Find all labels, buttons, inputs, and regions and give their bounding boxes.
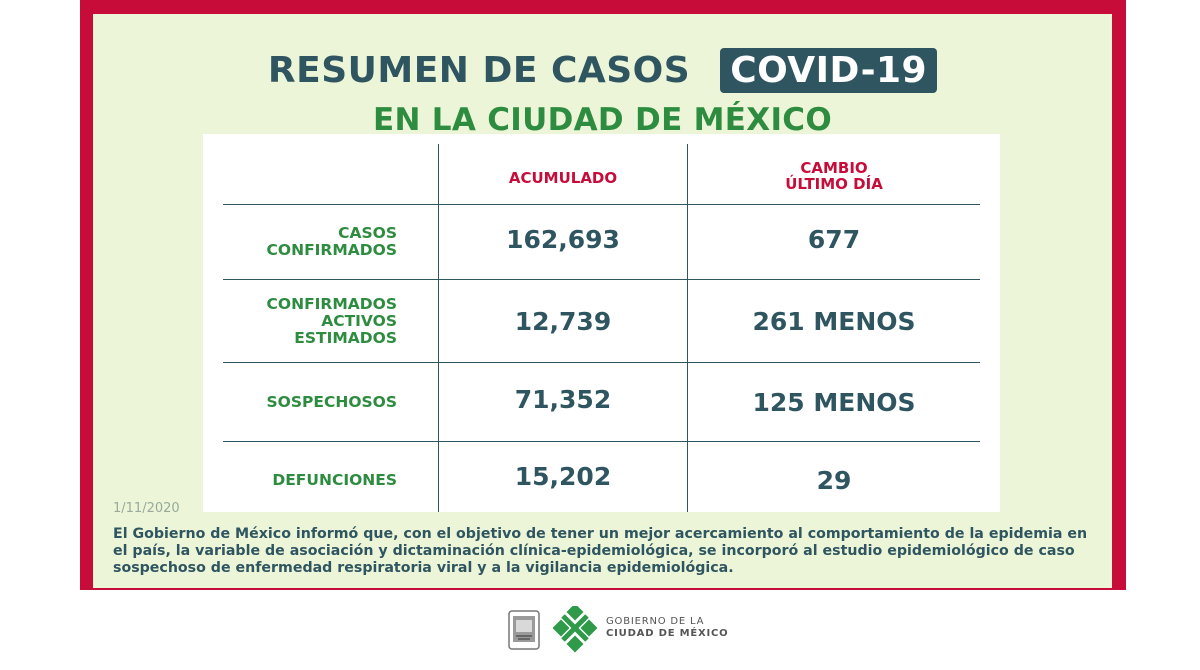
column-divider bbox=[687, 144, 688, 512]
value-cambio: 261 MENOS bbox=[752, 306, 916, 336]
row-label-line: ACTIVOS bbox=[321, 311, 397, 330]
government-line2: CIUDAD DE MÉXICO bbox=[606, 628, 729, 639]
value-acumulado: 71,352 bbox=[514, 384, 612, 414]
row-divider bbox=[223, 204, 980, 205]
value-cambio: 677 bbox=[807, 224, 861, 254]
row-label-line: CASOS bbox=[338, 224, 397, 242]
header-acumulado: ACUMULADO bbox=[508, 169, 618, 187]
government-line1: GOBIERNO DE LA bbox=[606, 616, 705, 627]
row-label-line: DEFUNCIONES bbox=[272, 470, 397, 489]
column-divider bbox=[438, 144, 439, 512]
row-label-confirmados-activos: CONFIRMADOS ACTIVOS ESTIMADOS bbox=[223, 281, 397, 361]
footnote: El Gobierno de México informó que, con e… bbox=[113, 526, 1088, 576]
value-acumulado: 15,202 bbox=[514, 461, 612, 491]
value-acumulado: 162,693 bbox=[506, 224, 620, 254]
government-name: GOBIERNO DE LA CIUDAD DE MÉXICO bbox=[606, 616, 728, 640]
footer: GOBIERNO DE LA CIUDAD DE MÉXICO bbox=[0, 600, 1200, 660]
title-line: RESUMEN DE CASOS COVID-19 bbox=[93, 44, 1112, 96]
row-label-casos-confirmados: CASOS CONFIRMADOS bbox=[223, 206, 397, 278]
row-divider bbox=[223, 362, 980, 363]
report-date: 1/11/2020 bbox=[113, 501, 180, 516]
cdmx-logo-icon bbox=[553, 606, 597, 653]
row-label-line: SOSPECHOSOS bbox=[266, 392, 397, 411]
row-label-line: CONFIRMADOS bbox=[266, 294, 397, 313]
cases-table: ACUMULADO CAMBIO ÚLTIMO DÍA CASOS CONFIR… bbox=[203, 134, 1000, 512]
header-cambio-line1: CAMBIO bbox=[800, 159, 868, 177]
row-label-sospechosos: SOSPECHOSOS bbox=[223, 364, 397, 440]
value-cambio: 125 MENOS bbox=[752, 387, 916, 417]
page-subtitle: EN LA CIUDAD DE MÉXICO bbox=[372, 102, 833, 138]
row-divider bbox=[223, 441, 980, 442]
page-title: RESUMEN DE CASOS bbox=[267, 49, 691, 91]
summary-panel: RESUMEN DE CASOS COVID-19 EN LA CIUDAD D… bbox=[93, 14, 1112, 588]
value-cambio: 29 bbox=[816, 465, 852, 495]
row-label-defunciones: DEFUNCIONES bbox=[223, 443, 397, 517]
header-cambio-line2: ÚLTIMO DÍA bbox=[785, 175, 883, 193]
row-label-line: CONFIRMADOS bbox=[266, 241, 397, 259]
covid-badge: COVID-19 bbox=[720, 47, 938, 93]
header-cambio: CAMBIO ÚLTIMO DÍA bbox=[688, 160, 980, 192]
coat-of-arms-icon bbox=[508, 610, 540, 650]
row-divider bbox=[223, 279, 980, 280]
value-acumulado: 12,739 bbox=[514, 306, 612, 336]
row-label-line: ESTIMADOS bbox=[294, 328, 397, 347]
